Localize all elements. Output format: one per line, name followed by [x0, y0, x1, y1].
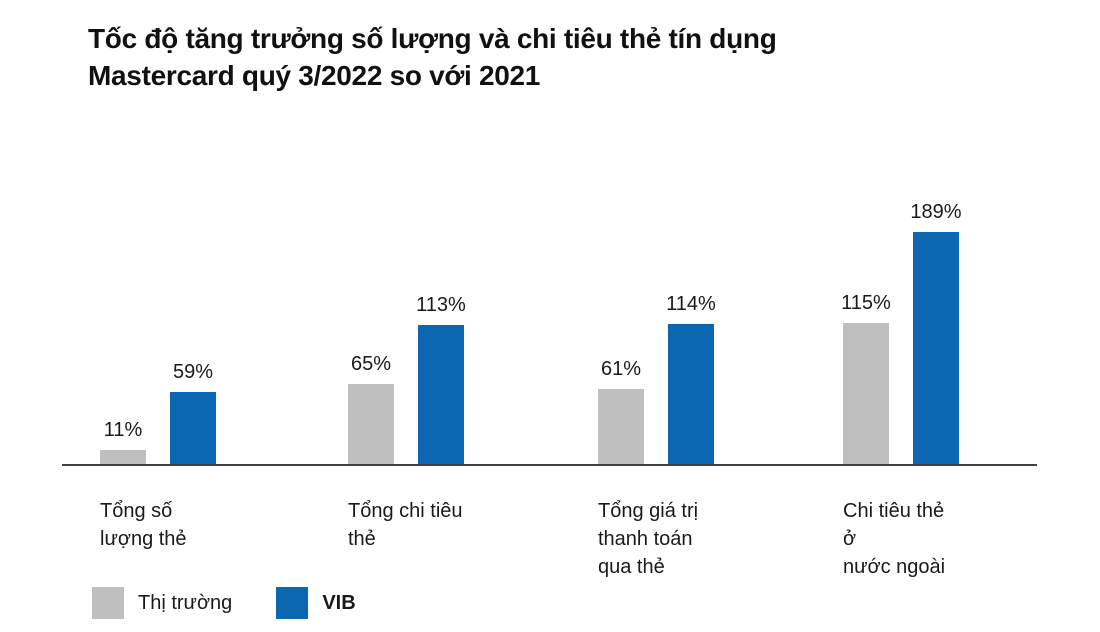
- category-label: Chi tiêu thẻ ở nước ngoài: [843, 500, 946, 578]
- vib-bar: [418, 325, 464, 464]
- bar-value-label: 114%: [666, 293, 716, 315]
- bar-group-tong-chi-tieu-the: 65% 113% Tổng chi tiêu thẻ: [348, 294, 466, 550]
- market-bar: [843, 323, 889, 464]
- market-bar: [598, 389, 644, 464]
- legend-item-vib: VIB: [276, 587, 356, 619]
- market-bar: [100, 450, 146, 464]
- x-axis-line: [62, 464, 1037, 466]
- market-bar-column: 115%: [841, 292, 891, 464]
- category-label: Tổng chi tiêu thẻ: [348, 500, 463, 550]
- vib-bar: [913, 232, 959, 464]
- vib-bar: [668, 324, 714, 464]
- market-bar-column: 65%: [348, 353, 394, 464]
- market-swatch-icon: [92, 587, 124, 619]
- category-label: Tổng số lượng thẻ: [100, 500, 187, 550]
- bar-value-label: 61%: [600, 358, 642, 380]
- legend: Thị trường VIB: [92, 587, 356, 619]
- market-bar-column: 61%: [598, 358, 644, 464]
- chart-title-line1: Tốc độ tăng trưởng số lượng và chi tiêu …: [88, 23, 777, 54]
- bar-value-label: 65%: [350, 353, 392, 375]
- vib-bar-column: 59%: [170, 361, 216, 464]
- bar-group-chi-tieu-the-nuoc-ngoai: 115% 189% Chi tiêu thẻ ở nước ngoài: [841, 201, 962, 578]
- chart-title-line2: Mastercard quý 3/2022 so với 2021: [88, 60, 541, 91]
- vib-bar-column: 189%: [910, 201, 962, 464]
- chart-title: Tốc độ tăng trưởng số lượng và chi tiêu …: [88, 20, 777, 94]
- legend-item-market: Thị trường: [92, 587, 232, 619]
- vib-bar-column: 114%: [666, 293, 716, 464]
- category-label: Tổng giá trị thanh toán qua thẻ: [598, 500, 699, 578]
- vib-swatch-icon: [276, 587, 309, 619]
- bar-value-label: 59%: [172, 361, 214, 383]
- bar-value-label: 189%: [910, 201, 962, 223]
- bar-group-tong-gia-tri-thanh-toan: 61% 114% Tổng giá trị thanh toán qua thẻ: [598, 293, 716, 578]
- vib-bar-column: 113%: [416, 294, 466, 464]
- bar-value-label: 115%: [841, 292, 891, 314]
- bar-value-label: 113%: [416, 294, 466, 316]
- market-bar-column: 11%: [100, 419, 146, 464]
- legend-label-vib: VIB: [322, 591, 356, 614]
- legend-label-market: Thị trường: [138, 591, 233, 614]
- bar-group-tong-so-luong-the: 11% 59% Tổng số lượng thẻ: [100, 361, 216, 550]
- vib-bar: [170, 392, 216, 464]
- bar-value-label: 11%: [103, 419, 143, 441]
- market-bar: [348, 384, 394, 464]
